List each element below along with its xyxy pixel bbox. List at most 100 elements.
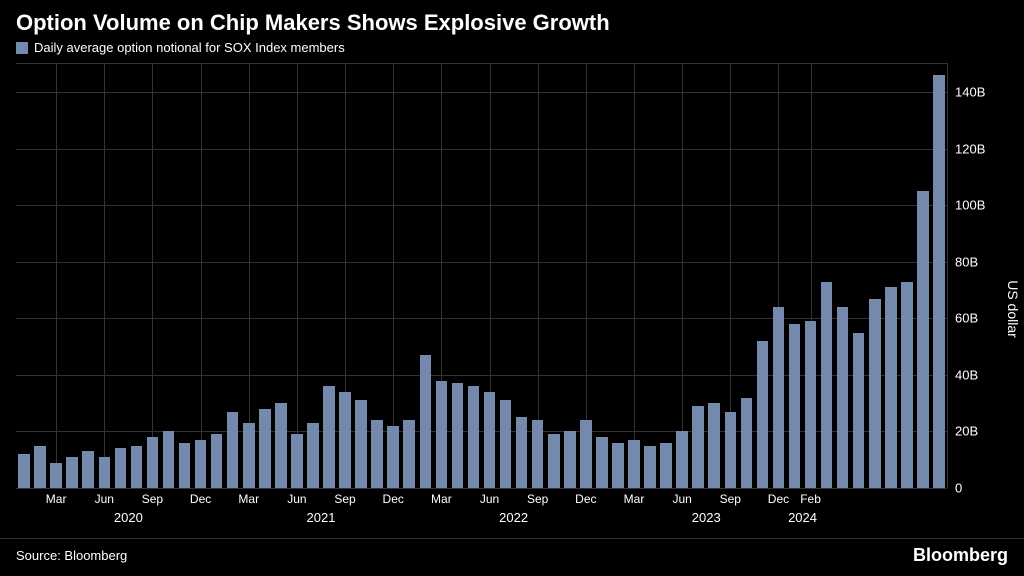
x-year-label: 2022: [499, 510, 528, 525]
chart-area: 020B40B60B80B100B120B140BMarJunSepDecMar…: [16, 63, 1008, 538]
legend-label: Daily average option notional for SOX In…: [34, 40, 345, 55]
gridline-v: [152, 64, 153, 488]
bar: [725, 412, 737, 488]
bar: [548, 434, 560, 488]
bar: [50, 463, 62, 488]
bar: [66, 457, 78, 488]
bar: [708, 403, 720, 488]
x-tick-label: Sep: [334, 492, 355, 506]
bar: [596, 437, 608, 488]
gridline-v: [634, 64, 635, 488]
bar: [805, 321, 817, 488]
x-tick-label: Mar: [238, 492, 259, 506]
bar: [516, 417, 528, 488]
bar: [885, 287, 897, 488]
bar: [323, 386, 335, 488]
x-tick-label: Sep: [527, 492, 548, 506]
bar: [692, 406, 704, 488]
bar: [676, 431, 688, 488]
gridline-h: [16, 92, 947, 93]
y-axis-title: US dollar: [1005, 280, 1021, 338]
x-tick-label: Sep: [720, 492, 741, 506]
footer: Source: Bloomberg Bloomberg: [0, 538, 1024, 576]
gridline-v: [201, 64, 202, 488]
x-tick-label: Mar: [431, 492, 452, 506]
bar: [853, 333, 865, 488]
x-year-label: 2024: [788, 510, 817, 525]
bar: [82, 451, 94, 488]
bar: [307, 423, 319, 488]
bar: [484, 392, 496, 488]
x-year-label: 2020: [114, 510, 143, 525]
x-tick-label: Jun: [287, 492, 306, 506]
x-tick-label: Dec: [190, 492, 211, 506]
bar: [564, 431, 576, 488]
x-tick-label: Dec: [383, 492, 404, 506]
bar: [275, 403, 287, 488]
x-tick-label: Feb: [800, 492, 821, 506]
bar: [291, 434, 303, 488]
bar: [773, 307, 785, 488]
y-tick-label: 100B: [955, 198, 985, 213]
bar: [387, 426, 399, 488]
y-tick-label: 80B: [955, 254, 978, 269]
brand-logo: Bloomberg: [913, 545, 1008, 566]
y-tick-label: 120B: [955, 141, 985, 156]
x-tick-label: Mar: [46, 492, 67, 506]
y-tick-label: 40B: [955, 367, 978, 382]
bar: [757, 341, 769, 488]
gridline-v: [56, 64, 57, 488]
bar: [612, 443, 624, 488]
gridline-h: [16, 262, 947, 263]
bar: [259, 409, 271, 488]
bar: [227, 412, 239, 488]
bar: [115, 448, 127, 488]
gridline-h: [16, 149, 947, 150]
bar: [179, 443, 191, 488]
x-year-label: 2021: [307, 510, 336, 525]
x-tick-label: Jun: [95, 492, 114, 506]
bar: [917, 191, 929, 488]
bar: [532, 420, 544, 488]
gridline-h: [16, 318, 947, 319]
legend-swatch: [16, 42, 28, 54]
bar: [821, 282, 833, 488]
x-tick-label: Mar: [624, 492, 645, 506]
gridline-v: [682, 64, 683, 488]
bar: [468, 386, 480, 488]
bar: [644, 446, 656, 488]
bar: [452, 383, 464, 488]
bar: [420, 355, 432, 488]
bar: [660, 443, 672, 488]
gridline-v: [104, 64, 105, 488]
chart-container: Option Volume on Chip Makers Shows Explo…: [0, 0, 1024, 576]
y-tick-label: 140B: [955, 85, 985, 100]
bar: [355, 400, 367, 488]
y-tick-label: 0: [955, 481, 962, 496]
bar: [869, 299, 881, 488]
bar: [741, 398, 753, 488]
source-text: Source: Bloomberg: [16, 548, 127, 563]
bar: [901, 282, 913, 488]
bar: [147, 437, 159, 488]
y-tick-label: 60B: [955, 311, 978, 326]
x-year-label: 2023: [692, 510, 721, 525]
legend: Daily average option notional for SOX In…: [0, 40, 1024, 63]
bar: [837, 307, 849, 488]
bar: [211, 434, 223, 488]
bar: [371, 420, 383, 488]
bar: [99, 457, 111, 488]
gridline-h: [16, 205, 947, 206]
bar: [195, 440, 207, 488]
gridline-v: [393, 64, 394, 488]
bar: [500, 400, 512, 488]
bar: [580, 420, 592, 488]
bar: [34, 446, 46, 488]
bar: [243, 423, 255, 488]
chart-title: Option Volume on Chip Makers Shows Explo…: [0, 0, 1024, 40]
x-tick-label: Dec: [768, 492, 789, 506]
gridline-h: [16, 488, 947, 489]
x-tick-label: Dec: [575, 492, 596, 506]
bar: [339, 392, 351, 488]
bar: [436, 381, 448, 488]
